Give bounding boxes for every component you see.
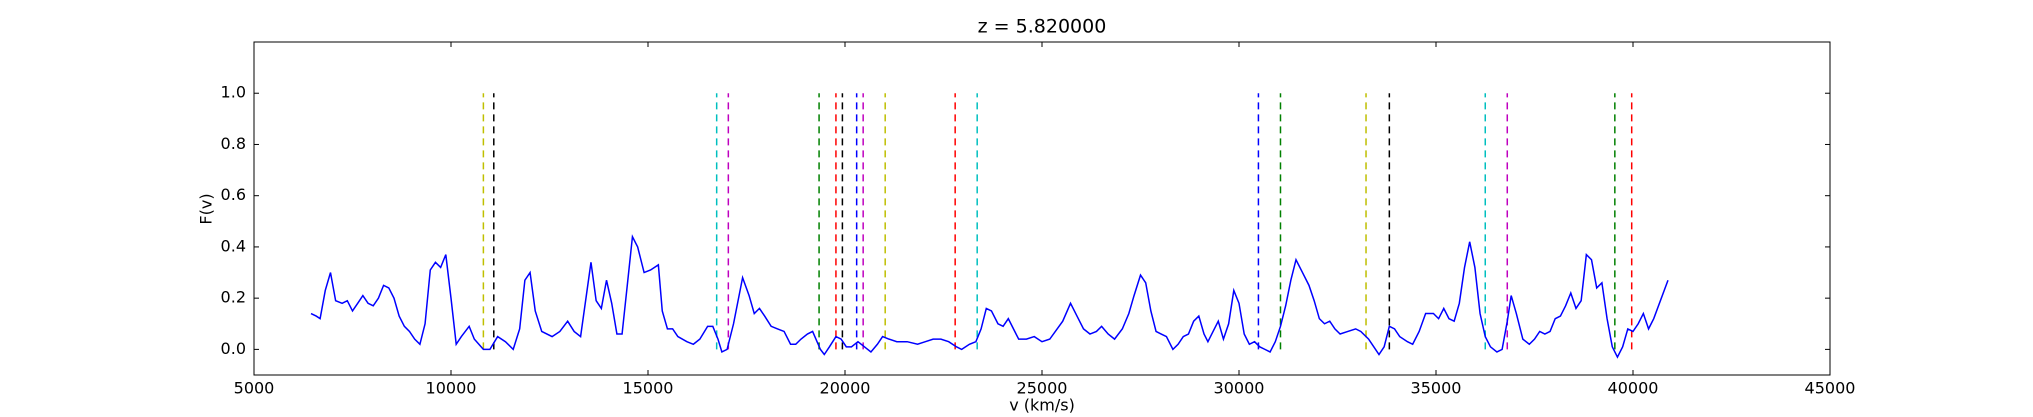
x-tick-label: 45000 [1805, 379, 1856, 398]
y-tick-label: 0.2 [221, 288, 246, 307]
y-tick-label: 0.4 [221, 236, 246, 255]
y-tick-label: 0.8 [221, 134, 246, 153]
x-tick-label: 15000 [623, 379, 674, 398]
y-tick-label: 0.0 [221, 339, 246, 358]
x-tick-label: 25000 [1017, 379, 1068, 398]
x-tick-label: 10000 [426, 379, 477, 398]
x-tick-label: 5000 [234, 379, 275, 398]
x-tick-label: 20000 [820, 379, 871, 398]
data-line [310, 234, 1669, 359]
x-axis-label: v (km/s) [1009, 396, 1075, 415]
y-tick-label: 0.6 [221, 185, 246, 204]
plot-frame [253, 41, 1831, 376]
x-tick-label: 30000 [1214, 379, 1265, 398]
y-axis-label: F(v) [197, 193, 216, 224]
x-tick-label: 40000 [1608, 379, 1659, 398]
y-tick-label: 1.0 [221, 83, 246, 102]
chart-title: z = 5.820000 [978, 16, 1107, 38]
x-tick-label: 35000 [1411, 379, 1462, 398]
